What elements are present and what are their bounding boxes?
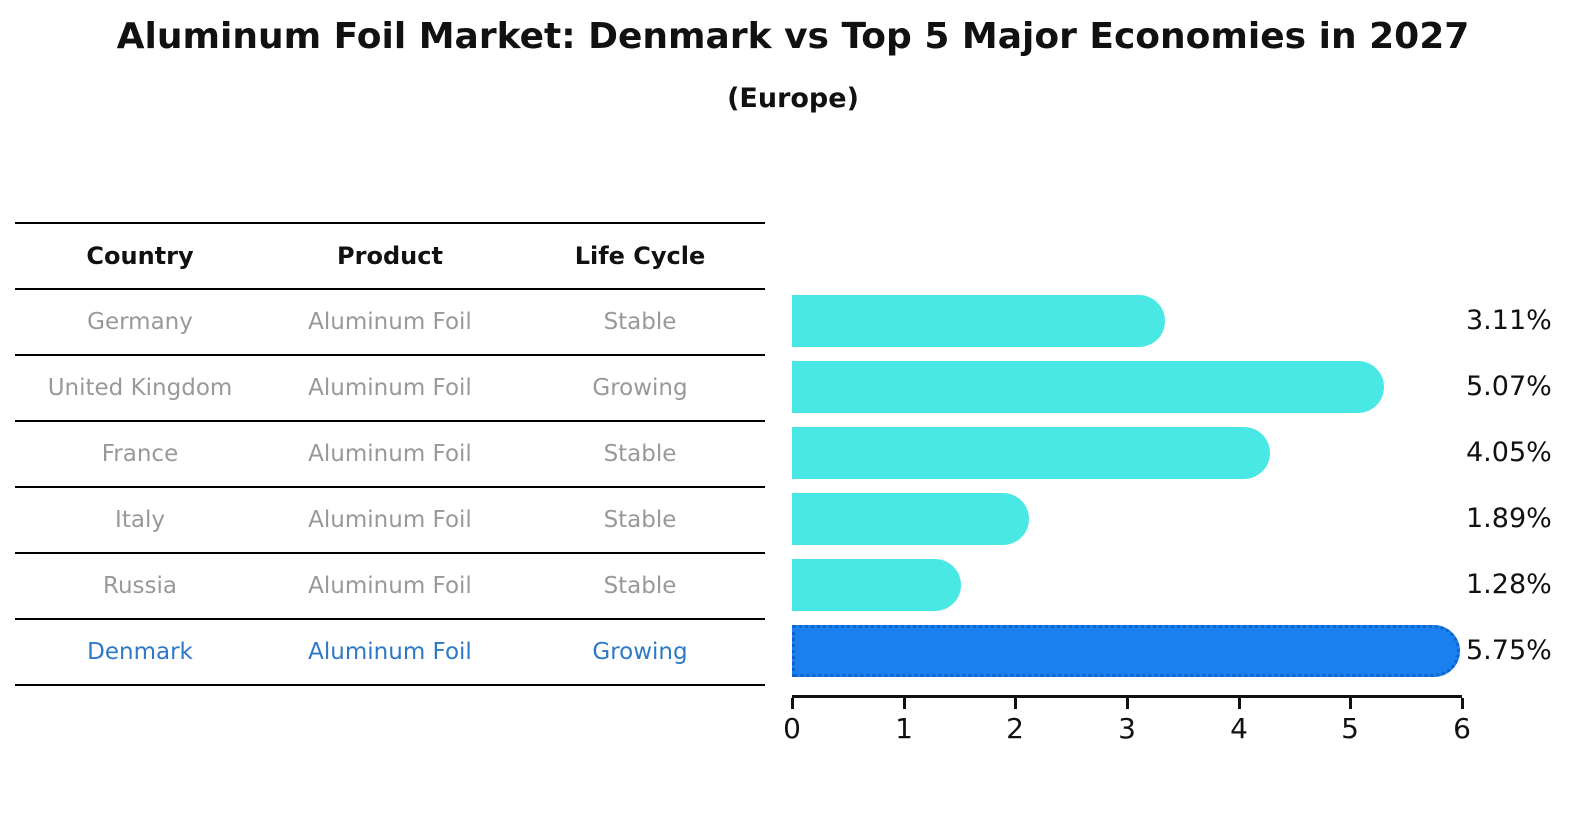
table-cell-life-cycle: Stable bbox=[603, 441, 677, 467]
x-axis-line bbox=[792, 695, 1462, 698]
x-axis-tick bbox=[1014, 698, 1017, 709]
x-axis-tick-label: 6 bbox=[1453, 712, 1471, 745]
table-row: Italy Aluminum Foil Stable bbox=[15, 488, 765, 554]
table-cell-product: Aluminum Foil bbox=[308, 441, 472, 467]
table-cell-life-cycle: Stable bbox=[603, 507, 677, 533]
x-axis-tick-label: 5 bbox=[1341, 712, 1359, 745]
page-title: Aluminum Foil Market: Denmark vs Top 5 M… bbox=[116, 16, 1470, 57]
table-cell-country: United Kingdom bbox=[47, 375, 233, 401]
x-axis-tick-label: 1 bbox=[895, 712, 913, 745]
column-header-life-cycle: Life Cycle bbox=[574, 242, 706, 270]
column-header-country: Country bbox=[86, 242, 194, 270]
bar-chart: 3.11% 5.07% 4.05% 1.89% 1.28% 5.75% 0 1 2 3 4 5 6 bbox=[783, 288, 1586, 768]
table-row: Denmark Aluminum Foil Growing bbox=[15, 620, 765, 686]
bar-france bbox=[792, 427, 1270, 479]
table-header-row: Country Product Life Cycle bbox=[15, 224, 765, 290]
table-cell-product: Aluminum Foil bbox=[308, 309, 472, 335]
table-row: France Aluminum Foil Stable bbox=[15, 422, 765, 488]
x-axis-tick-label: 3 bbox=[1118, 712, 1136, 745]
table-body: Germany Aluminum Foil Stable United Kingdom… bbox=[15, 290, 765, 686]
table-cell-life-cycle: Stable bbox=[603, 573, 677, 599]
table-row: Germany Aluminum Foil Stable bbox=[15, 290, 765, 356]
table-cell-country: Germany bbox=[87, 309, 193, 335]
bar-value-label: 1.28% bbox=[1466, 569, 1552, 600]
x-axis-tick-label: 0 bbox=[783, 712, 801, 745]
x-axis-tick bbox=[1461, 698, 1464, 709]
table-cell-life-cycle: Growing bbox=[592, 375, 688, 401]
table-cell-product: Aluminum Foil bbox=[308, 375, 472, 401]
x-axis-tick-label: 2 bbox=[1006, 712, 1024, 745]
x-axis-tick bbox=[903, 698, 906, 709]
bar-value-label: 5.75% bbox=[1466, 635, 1552, 666]
bar-united-kingdom bbox=[792, 361, 1384, 413]
x-axis-tick bbox=[1349, 698, 1352, 709]
x-axis-tick bbox=[791, 698, 794, 709]
table-row: Russia Aluminum Foil Stable bbox=[15, 554, 765, 620]
country-table: Country Product Life Cycle Germany Aluminum… bbox=[15, 222, 765, 686]
bar-italy bbox=[792, 493, 1029, 545]
table-row: United Kingdom Aluminum Foil Growing bbox=[15, 356, 765, 422]
bar-value-label: 1.89% bbox=[1466, 503, 1552, 534]
column-header-product: Product bbox=[337, 242, 443, 270]
bar-value-label: 5.07% bbox=[1466, 371, 1552, 402]
bar-value-label: 3.11% bbox=[1466, 305, 1552, 336]
table-cell-country: France bbox=[101, 441, 179, 467]
table-cell-country: Denmark bbox=[87, 639, 193, 665]
x-axis-tick bbox=[1238, 698, 1241, 709]
bar-denmark-highlighted bbox=[792, 625, 1460, 677]
table-cell-life-cycle: Stable bbox=[603, 309, 677, 335]
bar-russia bbox=[792, 559, 961, 611]
x-axis-tick-label: 4 bbox=[1230, 712, 1248, 745]
table-cell-country: Russia bbox=[103, 573, 177, 599]
page-subtitle: (Europe) bbox=[727, 83, 859, 114]
table-cell-product: Aluminum Foil bbox=[308, 639, 472, 665]
table-cell-product: Aluminum Foil bbox=[308, 573, 472, 599]
table-cell-life-cycle: Growing bbox=[592, 639, 688, 665]
bar-germany bbox=[792, 295, 1165, 347]
table-cell-product: Aluminum Foil bbox=[308, 507, 472, 533]
table-cell-country: Italy bbox=[115, 507, 165, 533]
bar-value-label: 4.05% bbox=[1466, 437, 1552, 468]
x-axis-tick bbox=[1126, 698, 1129, 709]
